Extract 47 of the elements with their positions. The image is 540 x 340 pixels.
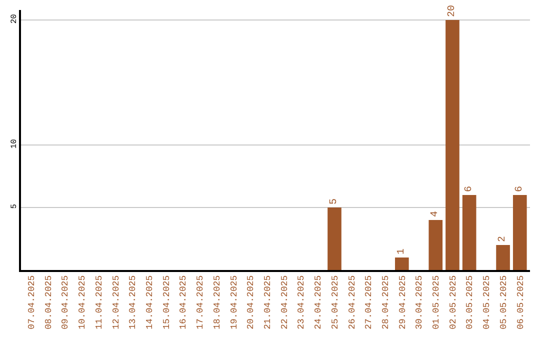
x-tick-label: 08.04.2025 <box>44 275 54 330</box>
data-label: 2 <box>498 236 509 242</box>
x-tick-label: 04.05.2025 <box>482 275 492 330</box>
x-tick-label: 27.04.2025 <box>364 275 374 330</box>
x-tick-label: 16.04.2025 <box>178 275 189 330</box>
x-tick-label: 12.04.2025 <box>111 275 122 330</box>
y-tick-label: 10 <box>10 138 20 149</box>
x-tick-label: 13.04.2025 <box>128 275 138 330</box>
bar <box>328 208 342 270</box>
bar <box>462 195 476 270</box>
x-tick-label: 24.04.2025 <box>314 275 324 330</box>
bar <box>512 195 527 270</box>
data-label: 1 <box>396 248 408 254</box>
x-tick-label: 28.04.2025 <box>380 275 391 330</box>
x-tick-label: 23.04.2025 <box>296 275 307 330</box>
data-label: 20 <box>446 4 458 17</box>
x-tick-label: 15.04.2025 <box>162 275 172 330</box>
data-label: 4 <box>430 210 442 217</box>
x-tick-label: 05.05.2025 <box>498 275 509 330</box>
x-tick-label: 26.04.2025 <box>347 275 358 330</box>
x-tick-label: 03.05.2025 <box>465 275 476 330</box>
x-tick-label: 10.04.2025 <box>78 275 88 330</box>
data-label: 6 <box>464 186 475 192</box>
x-tick-label: 29.04.2025 <box>398 275 408 330</box>
bar <box>496 245 510 270</box>
bar <box>428 220 443 270</box>
y-tick-label: 5 <box>10 204 20 209</box>
data-label: 5 <box>328 198 340 204</box>
bar <box>395 258 409 270</box>
x-tick-label: 14.04.2025 <box>145 275 156 330</box>
x-tick-label: 02.05.2025 <box>448 275 458 330</box>
x-tick-label: 20.04.2025 <box>246 275 256 330</box>
x-tick-label: 25.04.2025 <box>330 275 340 330</box>
x-tick-label: 11.04.2025 <box>94 275 104 330</box>
x-tick-label: 17.04.2025 <box>196 275 206 330</box>
x-tick-label: 19.04.2025 <box>229 275 240 330</box>
data-label: 6 <box>514 186 526 192</box>
x-tick-label: 30.04.2025 <box>414 275 425 330</box>
x-tick-label: 21.04.2025 <box>262 275 273 330</box>
x-tick-label: 22.04.2025 <box>280 275 290 330</box>
x-tick-label: 18.04.2025 <box>212 275 222 330</box>
y-tick-label: 20 <box>10 14 20 24</box>
x-tick-label: 07.04.2025 <box>27 275 38 330</box>
x-tick-label: 06.05.2025 <box>516 275 526 330</box>
x-tick-label: 01.05.2025 <box>432 275 442 330</box>
x-tick-label: 09.04.2025 <box>60 275 71 330</box>
bar <box>446 20 460 270</box>
